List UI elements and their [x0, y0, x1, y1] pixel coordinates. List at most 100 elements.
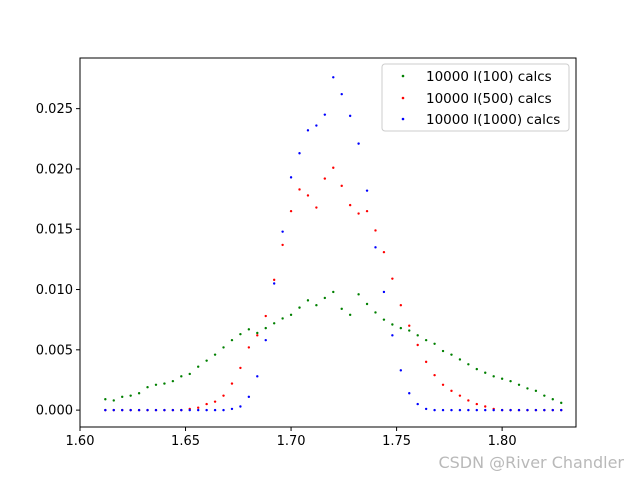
y-tick-label: 0.015 [36, 223, 73, 238]
data-point [137, 408, 141, 412]
data-point [441, 408, 445, 412]
data-point [475, 402, 478, 406]
x-axis-ticks: 1.60 1.65 1.70 1.75 1.80 [66, 427, 517, 449]
data-point [180, 408, 183, 412]
data-point [408, 329, 411, 332]
y-tick-label: 0.020 [36, 162, 73, 177]
data-point [213, 353, 217, 356]
data-point [146, 386, 149, 389]
data-point [137, 392, 141, 395]
data-point [281, 317, 284, 320]
data-point [205, 359, 208, 362]
data-point [560, 401, 563, 405]
data-point [272, 282, 276, 285]
data-point [526, 408, 529, 412]
data-point [534, 408, 538, 412]
data-point [298, 306, 301, 309]
data-points [104, 76, 563, 412]
data-point [382, 318, 386, 321]
data-point [458, 408, 462, 412]
data-point [298, 152, 301, 155]
data-point [197, 365, 200, 368]
data-point [180, 375, 183, 378]
data-point [534, 389, 538, 393]
data-point [450, 389, 453, 393]
data-point [256, 331, 259, 335]
series-3 [104, 76, 563, 412]
watermark-text: CSDN @River Chandler [438, 453, 624, 472]
data-point [239, 366, 242, 370]
data-point [281, 230, 284, 233]
data-point [458, 394, 462, 397]
data-point [543, 394, 546, 397]
data-point [365, 209, 369, 213]
x-tick-label: 1.70 [277, 434, 306, 449]
y-tick-label: 0.010 [36, 283, 73, 298]
data-point [121, 395, 124, 399]
data-point [205, 408, 208, 412]
data-point [197, 408, 200, 412]
data-point [475, 367, 478, 371]
data-point [467, 408, 470, 412]
data-point [171, 408, 175, 412]
legend-marker-1 [401, 74, 405, 78]
data-point [129, 394, 132, 397]
data-point [551, 408, 554, 412]
data-point [298, 188, 301, 191]
y-tick-label: 0.005 [36, 343, 73, 358]
legend-label-3: 10000 I(1000) calcs [426, 112, 560, 128]
data-point [332, 166, 335, 169]
data-point [256, 334, 259, 337]
data-point [104, 408, 107, 412]
data-point [467, 363, 470, 366]
data-point [247, 395, 251, 399]
data-point [357, 212, 360, 215]
data-point [163, 408, 166, 412]
data-point [484, 408, 487, 412]
data-point [517, 383, 521, 386]
data-point [484, 371, 487, 374]
legend-label-1: 10000 I(100) calcs [426, 69, 552, 85]
data-point [197, 406, 200, 409]
data-point [256, 375, 259, 378]
data-point [315, 304, 318, 307]
data-point [399, 304, 403, 307]
x-tick-label: 1.75 [382, 434, 411, 449]
data-point [323, 113, 327, 116]
data-point [332, 76, 335, 79]
data-point [154, 408, 158, 412]
data-point [323, 296, 327, 300]
data-point [492, 408, 495, 412]
data-point [230, 338, 234, 342]
data-point [374, 229, 377, 232]
data-point [382, 250, 386, 254]
data-point [357, 293, 360, 296]
data-point [230, 382, 234, 385]
series-1 [104, 290, 563, 405]
data-point [154, 383, 158, 386]
data-point [289, 176, 293, 179]
data-point [365, 189, 369, 192]
x-tick-label: 1.65 [171, 434, 200, 449]
data-point [348, 313, 352, 317]
data-point [188, 408, 191, 412]
data-point [146, 408, 149, 412]
plot-frame [79, 57, 577, 428]
data-point [458, 358, 462, 361]
data-point [391, 323, 394, 326]
data-point [281, 243, 284, 247]
data-point [433, 373, 436, 377]
data-point [492, 375, 495, 378]
data-point [222, 408, 225, 412]
legend-label-2: 10000 I(500) calcs [426, 91, 552, 107]
legend-marker-3 [401, 117, 405, 121]
series-2 [104, 166, 563, 412]
data-point [104, 398, 107, 401]
data-point [163, 382, 166, 385]
data-point [408, 324, 411, 327]
data-point [289, 209, 293, 213]
data-point [171, 379, 175, 383]
legend: 10000 I(100) calcs 10000 I(500) calcs 10… [381, 63, 570, 132]
y-tick-label: 0.025 [36, 102, 73, 117]
